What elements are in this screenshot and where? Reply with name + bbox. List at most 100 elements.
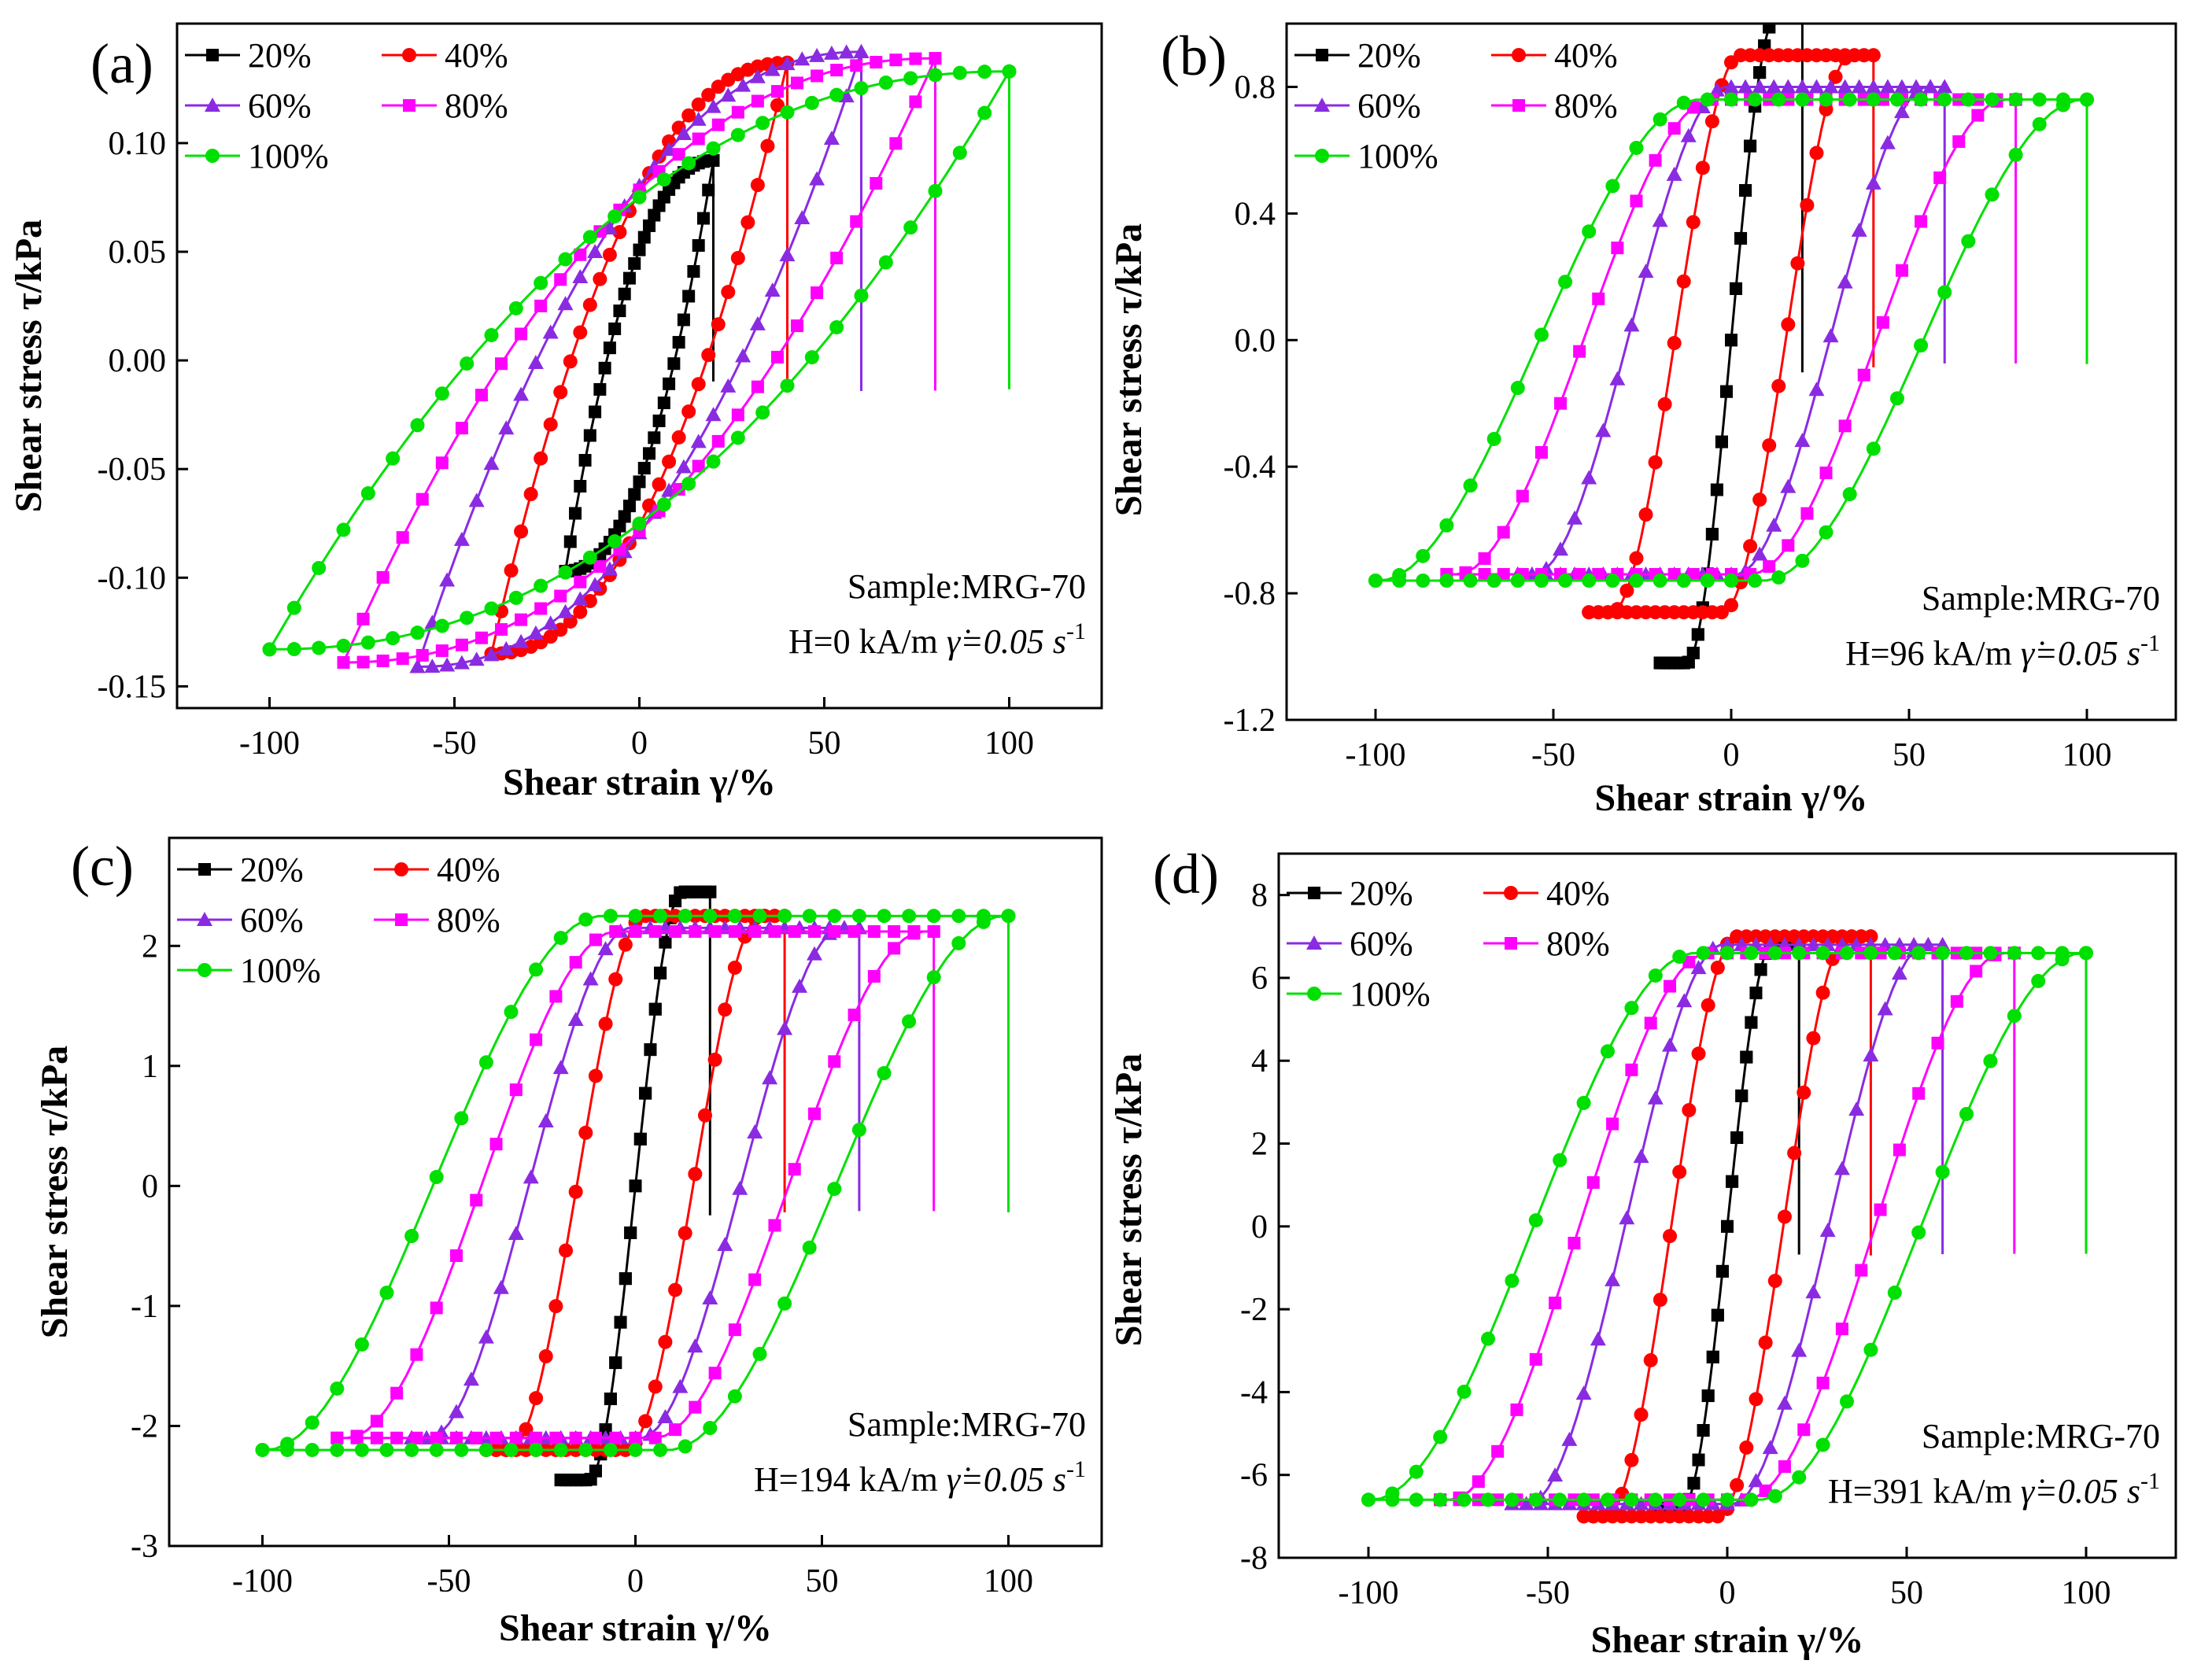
marker-circle (534, 578, 548, 593)
marker-square (1895, 264, 1908, 277)
marker-square (1778, 1460, 1791, 1474)
marker-triangle (1776, 1395, 1793, 1410)
marker-square (1510, 1403, 1523, 1416)
marker-square (637, 231, 651, 244)
marker-circle (721, 285, 736, 300)
annotation-field: H=194 kA/m (754, 1460, 947, 1499)
marker-square (1835, 1323, 1848, 1336)
marker-circle (1840, 946, 1854, 961)
marker-circle (563, 354, 578, 369)
y-tick-label: 0.10 (109, 126, 167, 162)
marker-circle (1392, 574, 1407, 588)
marker-circle (653, 1442, 668, 1457)
marker-circle (668, 1282, 683, 1297)
marker-square (629, 924, 642, 938)
marker-square (1931, 1036, 1944, 1050)
marker-circle (2079, 946, 2093, 961)
marker-circle (829, 87, 844, 102)
marker-square (1653, 656, 1667, 670)
marker-circle (827, 1182, 842, 1197)
marker-square (1649, 153, 1662, 167)
legend-entry-100%: 100% (177, 951, 321, 990)
marker-circle (573, 604, 588, 619)
annotation-sample: Sample:MRG-70 (848, 1405, 1086, 1444)
marker-circle (1800, 197, 1815, 212)
annotation-rate: γ̇=0.05 s (2021, 1472, 2140, 1511)
marker-square (1491, 1444, 1505, 1458)
marker-square (708, 1367, 722, 1380)
marker-square (619, 1272, 632, 1286)
legend-label: 60% (1350, 924, 1413, 963)
marker-circle (529, 1442, 544, 1457)
legend-label: 60% (1357, 87, 1421, 125)
marker-circle (2031, 973, 2046, 988)
marker-square (768, 1219, 781, 1232)
y-tick-label: -0.15 (98, 669, 167, 705)
marker-square (788, 1163, 801, 1176)
marker-triangle (582, 971, 599, 986)
legend-label: 80% (445, 87, 508, 125)
marker-triangle (1780, 478, 1797, 493)
marker-triangle (809, 171, 825, 186)
annotation-rate-exponent: -1 (2140, 630, 2160, 656)
marker-circle (681, 404, 696, 419)
marker-circle (1985, 92, 2000, 107)
marker-circle (582, 550, 597, 565)
marker-square (643, 447, 656, 460)
marker-triangle (764, 282, 781, 297)
marker-square (629, 1179, 642, 1193)
marker-triangle (537, 1113, 554, 1128)
legend-entry-20%: 20% (177, 850, 304, 889)
marker-circle (1771, 92, 1786, 107)
marker-triangle (1752, 79, 1768, 94)
marker-square (629, 1431, 642, 1444)
marker-circle (1819, 92, 1833, 107)
marker-circle (607, 209, 622, 224)
marker-square (748, 1273, 762, 1286)
marker-square (1753, 66, 1767, 79)
x-tick-label: 50 (1890, 1575, 1923, 1611)
marker-triangle (1723, 79, 1739, 94)
marker-triangle (1893, 79, 1910, 94)
marker-triangle (807, 946, 823, 961)
marker-triangle (705, 98, 722, 113)
marker-square (672, 482, 685, 496)
marker-square (689, 924, 702, 938)
marker-square (589, 1431, 602, 1444)
marker-triangle (552, 1060, 569, 1075)
marker-circle (1758, 1335, 1773, 1350)
marker-square (648, 1431, 662, 1444)
marker-square (644, 1043, 657, 1057)
x-tick-label: 100 (2062, 737, 2112, 773)
marker-circle (1914, 92, 1929, 107)
marker-circle (1439, 518, 1454, 533)
marker-circle (1512, 48, 1526, 62)
marker-circle (1983, 1053, 1998, 1068)
y-tick-label: 0 (142, 1168, 158, 1205)
marker-square (622, 500, 636, 513)
marker-circle (878, 255, 893, 270)
x-tick-label: -100 (1339, 1575, 1399, 1611)
marker-square (1950, 994, 1963, 1008)
marker-triangle (1737, 79, 1754, 94)
marker-circle (523, 487, 538, 502)
annotation-conditions: H=194 kA/m γ̇=0.05 s-1 (754, 1456, 1086, 1499)
marker-square (850, 59, 863, 72)
marker-circle (578, 1125, 593, 1140)
marker-square (1701, 1389, 1715, 1403)
marker-square (1749, 987, 1763, 1000)
marker-circle (1553, 1492, 1568, 1507)
marker-triangle (1633, 1149, 1649, 1164)
marker-circle (638, 1414, 653, 1429)
x-tick-label: 50 (806, 1563, 839, 1599)
marker-circle (656, 172, 671, 187)
marker-square (692, 238, 705, 252)
legend-label: 40% (437, 850, 500, 889)
marker-circle (514, 524, 529, 539)
marker-triangle (1808, 79, 1825, 94)
marker-square (828, 1055, 841, 1068)
marker-circle (1653, 574, 1667, 588)
x-tick-label: 0 (1723, 737, 1740, 773)
marker-circle (707, 1052, 722, 1067)
